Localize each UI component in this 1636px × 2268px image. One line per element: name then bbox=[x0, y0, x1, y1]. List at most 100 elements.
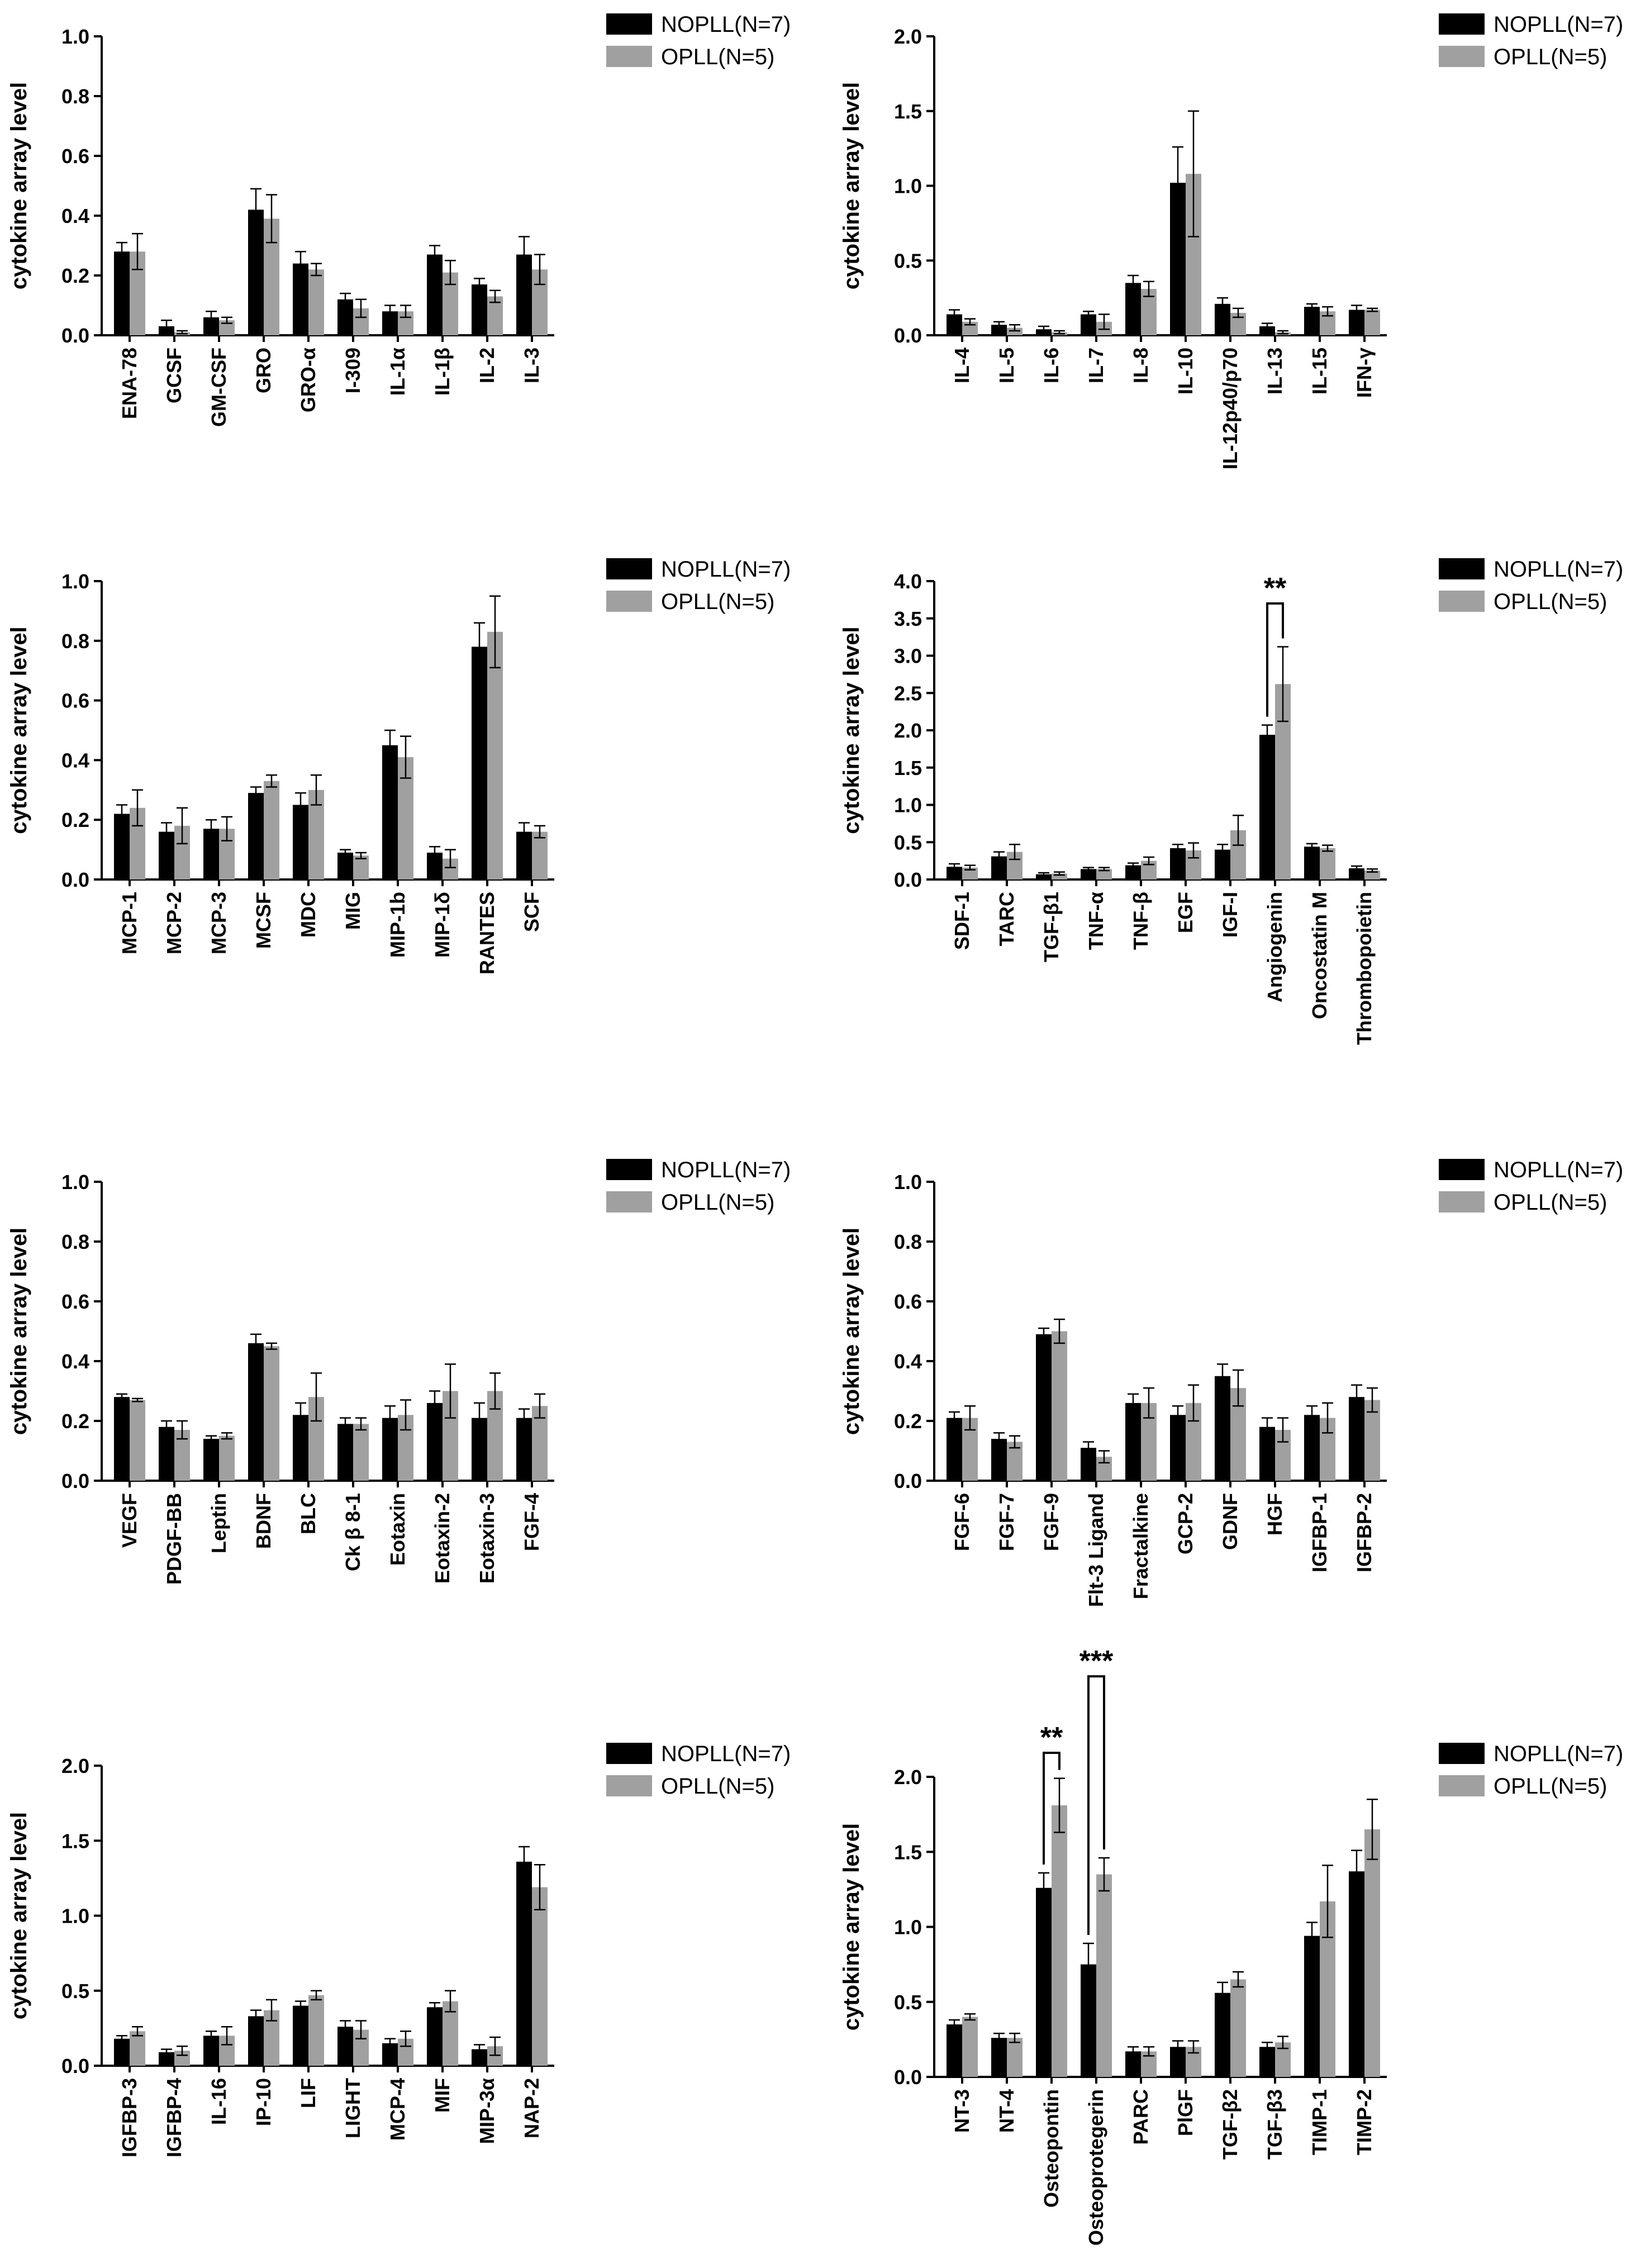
y-tick-label: 1.0 bbox=[61, 570, 89, 593]
bar-opll bbox=[1364, 1400, 1380, 1481]
category-label: IGFBP-3 bbox=[118, 2078, 141, 2157]
y-tick-label: 1.5 bbox=[894, 757, 922, 779]
category-label: TNF-α bbox=[1085, 892, 1107, 950]
category-label: IL-13 bbox=[1263, 348, 1286, 394]
y-axis-label: cytokine array level bbox=[7, 1812, 31, 2019]
legend-label-nopll: NOPLL(N=7) bbox=[1494, 12, 1623, 37]
category-label: Eotaxin-2 bbox=[431, 1493, 454, 1584]
category-label: IL-8 bbox=[1129, 348, 1152, 383]
legend-swatch-nopll bbox=[1439, 558, 1485, 579]
category-label: IL-1α bbox=[386, 348, 409, 396]
category-label: IL-4 bbox=[950, 348, 973, 383]
legend-label-opll: OPLL(N=5) bbox=[1494, 45, 1607, 69]
bar-opll bbox=[130, 2031, 145, 2066]
category-label: Leptin bbox=[207, 1493, 230, 1553]
y-tick-label: 0.6 bbox=[61, 145, 89, 168]
y-tick-label: 0.0 bbox=[894, 2066, 922, 2089]
y-tick-label: 2.0 bbox=[894, 25, 922, 48]
y-tick-label: 0.5 bbox=[894, 1991, 922, 2014]
legend-swatch-nopll bbox=[606, 13, 652, 35]
bar-nopll bbox=[1036, 1334, 1052, 1481]
category-label: NT-4 bbox=[995, 2089, 1018, 2133]
legend-swatch-opll bbox=[1439, 1775, 1485, 1796]
category-label: MIF bbox=[431, 2078, 454, 2113]
significance-bracket bbox=[1266, 602, 1284, 717]
category-label: GCSF bbox=[163, 348, 186, 403]
category-label: IL-2 bbox=[475, 348, 498, 383]
y-tick-label: 2.0 bbox=[61, 1755, 89, 1777]
category-label: BDNF bbox=[252, 1493, 275, 1549]
bar-nopll bbox=[159, 1427, 174, 1481]
y-tick-label: 0.4 bbox=[894, 1350, 922, 1373]
category-label: FGF-7 bbox=[995, 1493, 1018, 1551]
category-label: I-309 bbox=[341, 348, 364, 393]
bar-nopll bbox=[114, 251, 130, 335]
bar-nopll bbox=[1349, 1871, 1364, 2077]
y-axis-label: cytokine array level bbox=[7, 1228, 31, 1435]
y-tick-label: 1.0 bbox=[894, 1171, 922, 1194]
category-label: NAP-2 bbox=[520, 2078, 543, 2138]
legend-label-opll: OPLL(N=5) bbox=[661, 1774, 774, 1799]
bar-opll bbox=[130, 1400, 145, 1481]
bar-nopll bbox=[1215, 1993, 1230, 2077]
legend-label-opll: OPLL(N=5) bbox=[661, 1190, 774, 1215]
bar-opll bbox=[1096, 869, 1112, 879]
y-axis-label: cytokine array level bbox=[839, 626, 864, 834]
y-tick-label: 1.0 bbox=[61, 1905, 89, 1928]
y-tick-label: 0.5 bbox=[894, 831, 922, 854]
bar-opll bbox=[1364, 870, 1380, 879]
y-tick-label: 0.8 bbox=[61, 1230, 89, 1253]
significance-bracket bbox=[1087, 1675, 1105, 1936]
category-label: IGFBP-4 bbox=[163, 2078, 186, 2157]
legend-swatch-opll bbox=[1439, 1191, 1485, 1213]
legend-swatch-opll bbox=[606, 1191, 652, 1213]
bar-nopll bbox=[382, 745, 398, 879]
legend-label-nopll: NOPLL(N=7) bbox=[1494, 1158, 1623, 1182]
legend-swatch-nopll bbox=[1439, 1159, 1485, 1180]
category-label: SCF bbox=[520, 892, 543, 932]
category-label: IGF-I bbox=[1219, 892, 1242, 938]
bar-nopll bbox=[337, 1424, 353, 1481]
y-tick-label: 0.2 bbox=[61, 264, 89, 287]
category-label: TGF-β3 bbox=[1263, 2089, 1286, 2160]
bar-opll bbox=[353, 855, 369, 879]
bar-nopll bbox=[1036, 1887, 1052, 2077]
chart-panel-5: 0.0 0.2 0.4 0.6 0.8 1.0 cytokine array level VE… bbox=[7, 1158, 791, 1585]
legend-label-opll: OPLL(N=5) bbox=[661, 45, 774, 69]
y-tick-label: 0.0 bbox=[61, 324, 89, 347]
significance-label: ** bbox=[1040, 1722, 1063, 1754]
category-label: Eotaxin-3 bbox=[475, 1493, 498, 1584]
bar-nopll bbox=[1170, 1415, 1186, 1481]
y-tick-label: 0.2 bbox=[894, 1410, 922, 1433]
bar-nopll bbox=[1170, 848, 1186, 879]
category-label: IL-7 bbox=[1085, 348, 1107, 383]
legend-swatch-opll bbox=[1439, 591, 1485, 612]
y-tick-label: 0.0 bbox=[894, 1470, 922, 1492]
bar-nopll bbox=[248, 1343, 264, 1481]
significance-bracket bbox=[1043, 1752, 1060, 1865]
legend-label-opll: OPLL(N=5) bbox=[1494, 589, 1607, 614]
category-label: IL-16 bbox=[207, 2078, 230, 2125]
category-label: IGFBP-1 bbox=[1308, 1493, 1331, 1572]
category-label: TGF-β2 bbox=[1219, 2089, 1242, 2160]
legend-swatch-opll bbox=[606, 46, 652, 67]
legend-swatch-nopll bbox=[1439, 13, 1485, 35]
bar-opll bbox=[1364, 1829, 1380, 2077]
y-tick-label: 0.6 bbox=[894, 1290, 922, 1313]
chart-panel-6: 0.0 0.2 0.4 0.6 0.8 1.0 cytokine array level FG… bbox=[839, 1158, 1623, 1607]
category-label: MIP-3α bbox=[475, 2078, 498, 2144]
bar-nopll bbox=[516, 1418, 532, 1481]
y-tick-label: 3.0 bbox=[894, 645, 922, 668]
category-label: FGF-6 bbox=[950, 1493, 973, 1551]
y-tick-label: 0.8 bbox=[61, 85, 89, 108]
significance-label: *** bbox=[1079, 1645, 1114, 1677]
y-tick-label: 1.0 bbox=[894, 794, 922, 817]
legend-swatch-nopll bbox=[1439, 1743, 1485, 1764]
bar-opll bbox=[264, 781, 279, 879]
y-tick-label: 1.0 bbox=[894, 1916, 922, 1939]
category-label: GCP-2 bbox=[1174, 1493, 1197, 1554]
bar-nopll bbox=[337, 852, 353, 879]
bar-nopll bbox=[947, 2024, 962, 2077]
bar-nopll bbox=[991, 2038, 1007, 2077]
legend-swatch-nopll bbox=[606, 1743, 652, 1764]
